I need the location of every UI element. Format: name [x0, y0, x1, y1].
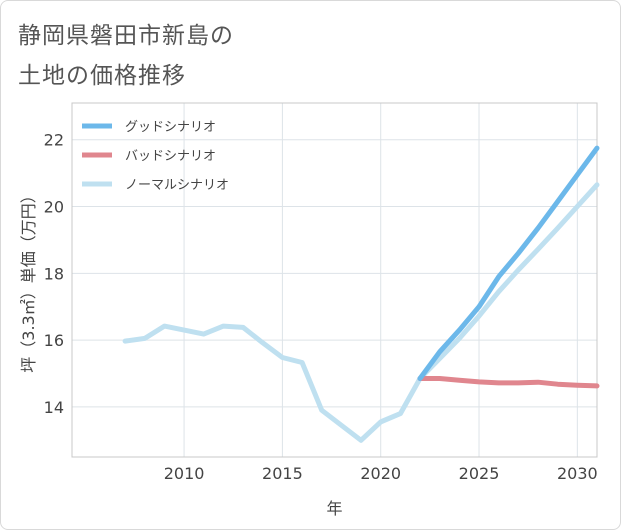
- y-tick-label-14: 14: [44, 398, 64, 417]
- axis-ticks: 2010 2015 2020 2025 2030 14 16 18 20 22: [44, 131, 598, 483]
- chart-title-line1: 静岡県磐田市新島の: [18, 23, 234, 49]
- y-axis-label: 坪（3.3㎡）単価（万円）: [19, 187, 38, 372]
- x-tick-label-2030: 2030: [557, 464, 598, 483]
- legend-label-0: グッドシナリオ: [125, 120, 216, 135]
- series-line-2: [122, 182, 600, 443]
- x-tick-label-2010: 2010: [164, 464, 205, 483]
- legend-label-2: ノーマルシナリオ: [125, 178, 229, 193]
- x-tick-label-2020: 2020: [360, 464, 401, 483]
- y-tick-label-18: 18: [44, 264, 64, 283]
- x-tick-label-2015: 2015: [262, 464, 303, 483]
- legend-label-1: バッドシナリオ: [125, 149, 216, 164]
- x-tick-label-2025: 2025: [459, 464, 500, 483]
- y-tick-label-20: 20: [44, 198, 64, 217]
- chart-title-line2: 土地の価格推移: [18, 63, 186, 89]
- series-line-1: [417, 376, 600, 389]
- x-axis-label: 年: [326, 499, 342, 518]
- y-tick-label-22: 22: [44, 131, 64, 150]
- grid-lines: [72, 103, 597, 457]
- series-line-0: [417, 145, 600, 381]
- series-lines: [122, 145, 600, 443]
- y-tick-label-16: 16: [44, 331, 64, 350]
- plot-frame: [71, 102, 598, 458]
